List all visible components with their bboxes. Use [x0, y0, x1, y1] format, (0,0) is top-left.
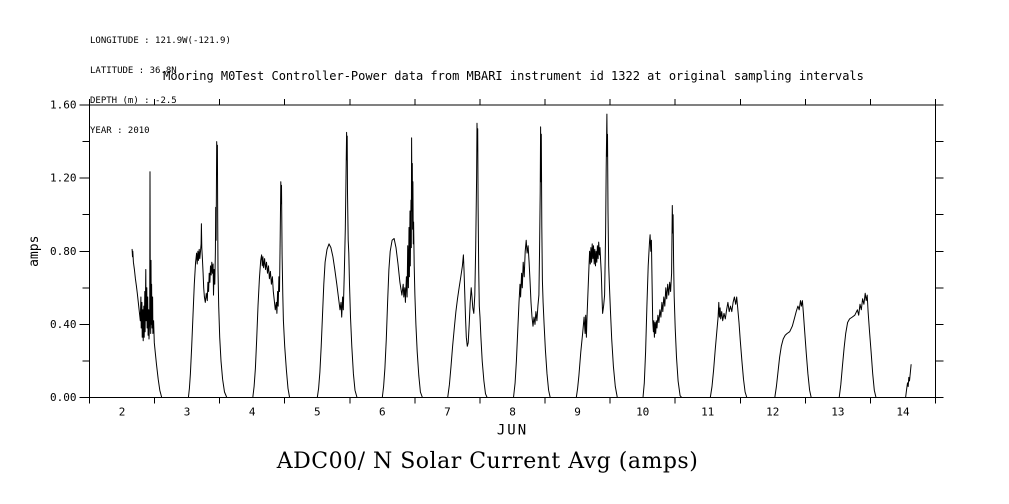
- y-tick-label: 1.60: [50, 99, 77, 112]
- y-ticks: 0.00 0.40 0.80 1.20 1.60: [50, 99, 944, 404]
- x-tick-labels: 2 3 4 5 6 7 8 9 10 11 12 13 14: [119, 406, 910, 419]
- x-tick-label: 5: [314, 406, 321, 419]
- y-tick-label: 1.20: [50, 172, 77, 185]
- metadata-latitude: LATITUDE : 36.8N: [90, 66, 177, 76]
- x-axis-month-label: JUN: [497, 423, 528, 439]
- metadata-block: LONGITUDE : 121.9W(-121.9) LATITUDE : 36…: [90, 16, 231, 156]
- metadata-longitude: LONGITUDE : 121.9W(-121.9): [90, 36, 231, 46]
- x-tick-label: 13: [831, 406, 844, 419]
- metadata-year: YEAR : 2010: [90, 126, 150, 136]
- x-tick-label: 10: [636, 406, 649, 419]
- x-tick-label: 3: [184, 406, 191, 419]
- plot-title: Mooring M0Test Controller-Power data fro…: [163, 69, 864, 83]
- y-tick-label: 0.80: [50, 245, 77, 258]
- x-tick-label: 14: [896, 406, 910, 419]
- x-tick-label: 2: [119, 406, 126, 419]
- x-tick-label: 11: [701, 406, 714, 419]
- metadata-depth: DEPTH (m) : -2.5: [90, 96, 177, 106]
- x-tick-label: 12: [766, 406, 779, 419]
- y-axis-label: amps: [27, 236, 42, 267]
- x-ticks: [89, 99, 936, 404]
- x-tick-label: 8: [509, 406, 516, 419]
- x-tick-label: 6: [379, 406, 386, 419]
- caption: ADC00/ N Solar Current Avg (amps): [276, 449, 699, 474]
- x-tick-label: 9: [574, 406, 581, 419]
- x-tick-label: 4: [249, 406, 256, 419]
- data-series-line: [131, 113, 912, 398]
- x-tick-label: 7: [444, 406, 451, 419]
- y-tick-label: 0.00: [50, 391, 77, 404]
- y-tick-label: 0.40: [50, 318, 77, 331]
